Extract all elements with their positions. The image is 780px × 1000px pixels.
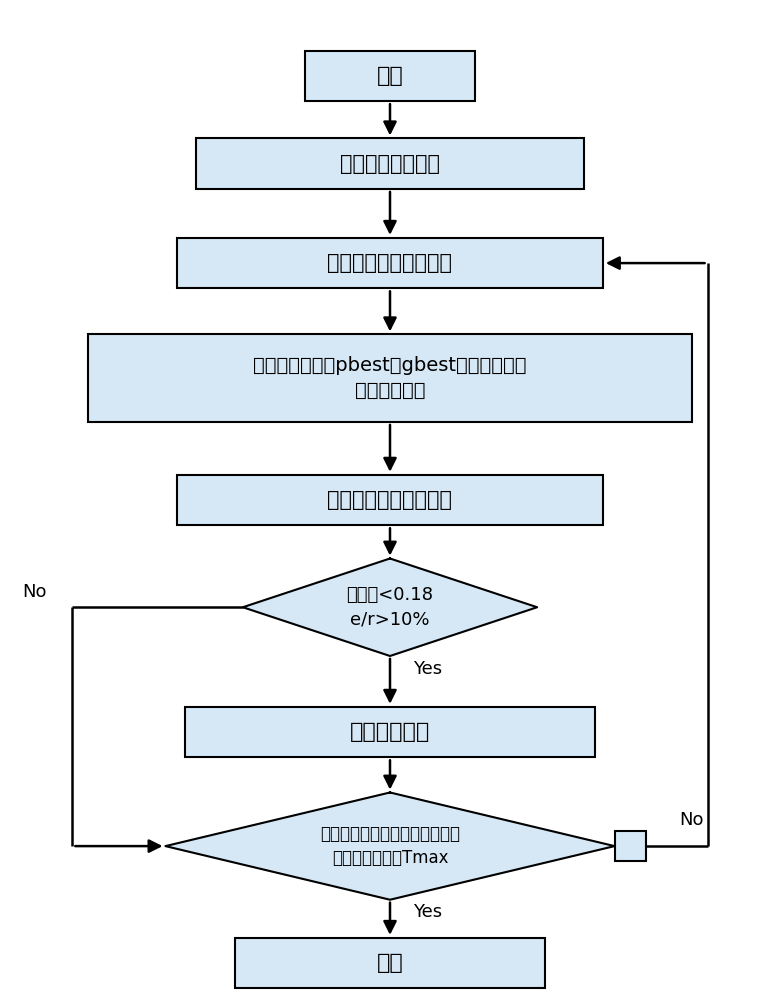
Text: 标准差<0.18
e/r>10%: 标准差<0.18 e/r>10% (346, 586, 434, 628)
Text: 随机初始化粒子群: 随机初始化粒子群 (340, 154, 440, 174)
Text: 根据适应值更新pbest，gbest。同时更新粒
子速度和位置: 根据适应值更新pbest，gbest。同时更新粒 子速度和位置 (254, 356, 526, 400)
FancyBboxPatch shape (88, 334, 692, 422)
Text: 结束: 结束 (377, 953, 403, 973)
FancyBboxPatch shape (177, 475, 603, 525)
FancyBboxPatch shape (185, 707, 595, 757)
Polygon shape (165, 792, 615, 900)
Text: No: No (679, 811, 704, 829)
Text: 进行粒子变异: 进行粒子变异 (350, 722, 430, 742)
Text: 判断算法是否达到全局收敛或达
到最大迭代次数Tmax: 判断算法是否达到全局收敛或达 到最大迭代次数Tmax (320, 825, 460, 867)
Text: 计算每个粒子适应度值: 计算每个粒子适应度值 (328, 253, 452, 273)
FancyBboxPatch shape (197, 138, 583, 189)
Text: No: No (22, 583, 47, 601)
Text: Yes: Yes (413, 903, 442, 921)
FancyBboxPatch shape (615, 831, 646, 861)
FancyBboxPatch shape (235, 938, 545, 988)
Text: 开始: 开始 (377, 66, 403, 86)
FancyBboxPatch shape (177, 238, 603, 288)
Text: 计算粒子适应度标准差: 计算粒子适应度标准差 (328, 490, 452, 510)
FancyBboxPatch shape (305, 51, 475, 101)
Polygon shape (243, 558, 537, 656)
Text: Yes: Yes (413, 660, 442, 678)
